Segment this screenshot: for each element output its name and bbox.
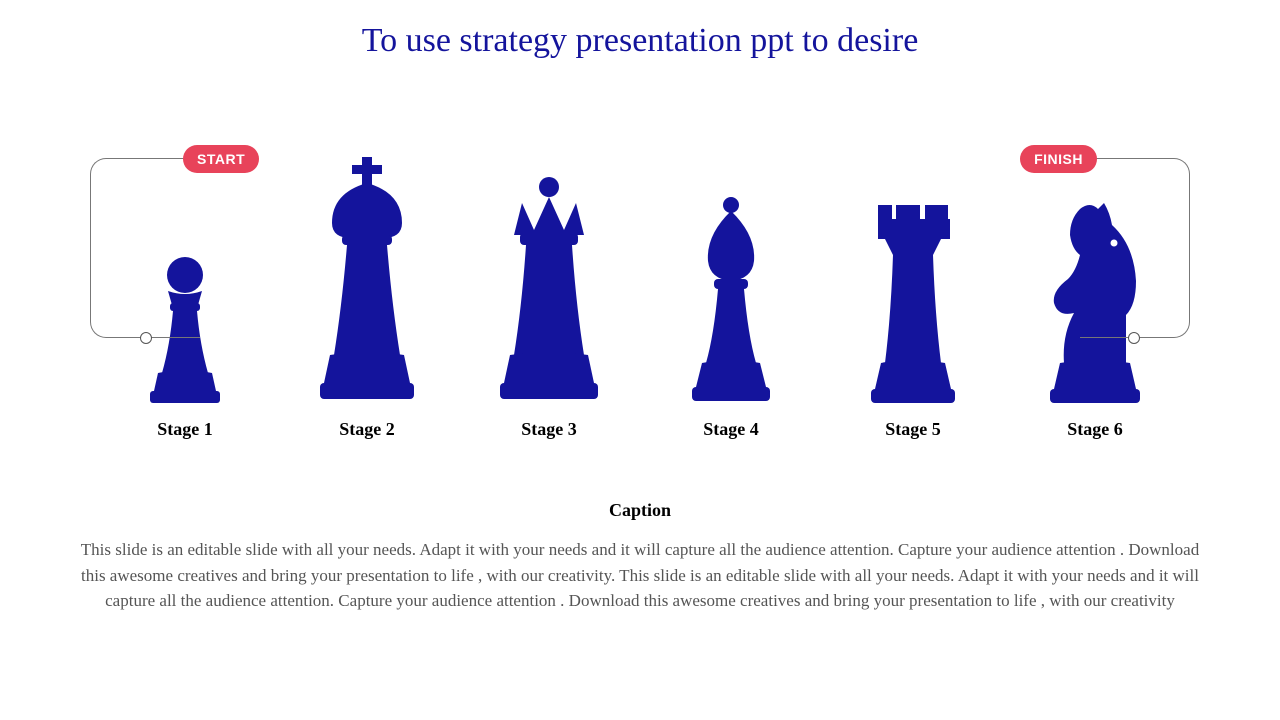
stage-2-label: Stage 2 <box>339 419 395 440</box>
start-badge: START <box>183 145 259 173</box>
bishop-icon <box>671 145 791 405</box>
start-connector-dot <box>140 332 152 344</box>
stage-1-label: Stage 1 <box>157 419 213 440</box>
queen-icon <box>489 145 609 405</box>
stage-4-label: Stage 4 <box>703 419 759 440</box>
stage-3-label: Stage 3 <box>521 419 577 440</box>
finish-connector-line <box>1080 158 1190 338</box>
rook-icon <box>853 145 973 405</box>
caption-heading: Caption <box>70 500 1210 521</box>
king-icon <box>307 145 427 405</box>
caption-body: This slide is an editable slide with all… <box>70 537 1210 614</box>
stage-5: Stage 5 <box>853 145 973 440</box>
start-connector-line <box>90 158 200 338</box>
stage-3: Stage 3 <box>489 145 609 440</box>
finish-badge: FINISH <box>1020 145 1097 173</box>
finish-connector-dot <box>1128 332 1140 344</box>
stage-6-label: Stage 6 <box>1067 419 1123 440</box>
stage-5-label: Stage 5 <box>885 419 941 440</box>
stage-2: Stage 2 <box>307 145 427 440</box>
caption-block: Caption This slide is an editable slide … <box>0 500 1280 614</box>
stage-4: Stage 4 <box>671 145 791 440</box>
slide-title: To use strategy presentation ppt to desi… <box>0 0 1280 60</box>
